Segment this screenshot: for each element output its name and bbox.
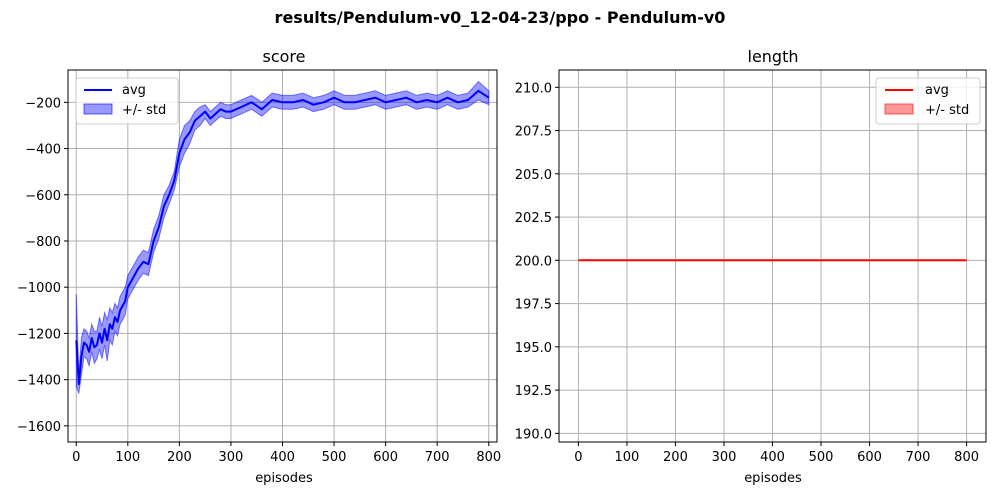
score-y-tick-label: −1200 [17,327,61,342]
score-std-band [75,80,490,394]
length-legend-std-label: +/- std [925,103,969,118]
score-x-tick-label: 100 [115,450,140,465]
score-y-tick-label: −1600 [17,420,61,435]
length-y-tick-label: 190.0 [515,427,552,442]
score-axes-title: score [263,47,306,66]
length-y-tick-label: 207.5 [515,125,552,140]
score-y-tick-label: −200 [25,96,61,111]
score-y-ticks: −1600 −1400 −1200 −1000 −800 −600 −400 −200 [17,96,68,435]
score-avg-series [75,89,490,386]
score-grid [68,70,497,442]
score-y-tick-label: −1000 [17,281,61,296]
length-x-ticks: 0 100 200 300 400 500 600 700 800 [574,442,979,465]
figure-suptitle: results/Pendulum-v0_12-04-23/ppo - Pendu… [275,8,726,27]
length-x-tick-label: 500 [809,450,834,465]
length-y-tick-label: 192.5 [515,384,552,399]
score-std-band-area [75,80,490,394]
score-x-label: episodes [255,471,313,486]
score-x-tick-label: 700 [425,450,450,465]
score-x-ticks: 0 100 200 300 400 500 600 700 800 [72,442,501,465]
score-legend-std-swatch [83,103,113,115]
length-y-tick-label: 200.0 [515,254,552,269]
length-y-tick-label: 210.0 [515,81,552,96]
score-y-tick-label: −1400 [17,374,61,389]
length-x-tick-label: 200 [663,450,688,465]
length-x-tick-label: 100 [615,450,640,465]
score-x-tick-label: 500 [322,450,347,465]
score-x-tick-label: 0 [72,450,80,465]
length-x-label: episodes [744,471,802,486]
score-legend: avg +/- std [75,77,179,125]
score-x-tick-label: 800 [476,450,501,465]
score-x-tick-label: 200 [167,450,192,465]
length-x-tick-label: 300 [712,450,737,465]
length-x-tick-label: 800 [954,450,979,465]
score-y-tick-label: −800 [25,235,61,250]
length-legend: avg +/- std [875,77,981,125]
score-x-tick-label: 300 [219,450,244,465]
score-legend-avg-label: avg [122,83,146,98]
length-x-tick-label: 400 [760,450,785,465]
length-x-tick-label: 0 [574,450,582,465]
score-y-tick-label: −600 [25,189,61,204]
length-y-tick-label: 197.5 [515,298,552,313]
score-x-tick-label: 600 [373,450,398,465]
score-avg-line [75,89,490,386]
score-legend-std-label: +/- std [122,103,166,118]
length-axes: length 0 100 200 300 400 500 600 700 800 190.019… [515,47,987,486]
length-legend-std-swatch [884,103,914,115]
score-x-tick-label: 400 [270,450,295,465]
length-axes-title: length [748,47,799,66]
length-y-tick-label: 195.0 [515,341,552,356]
length-y-tick-label: 202.5 [515,211,552,226]
length-legend-avg-label: avg [925,83,949,98]
length-y-ticks: 190.0 192.5 195.0 197.5 200.0 202.5 205.0 207.5… [515,81,559,442]
score-axes: score 0 100 200 300 400 500 600 700 800 −1600 −14… [17,47,501,486]
length-y-tick-label: 205.0 [515,168,552,183]
length-x-tick-label: 600 [857,450,882,465]
length-x-tick-label: 700 [906,450,931,465]
score-y-tick-label: −400 [25,143,61,158]
